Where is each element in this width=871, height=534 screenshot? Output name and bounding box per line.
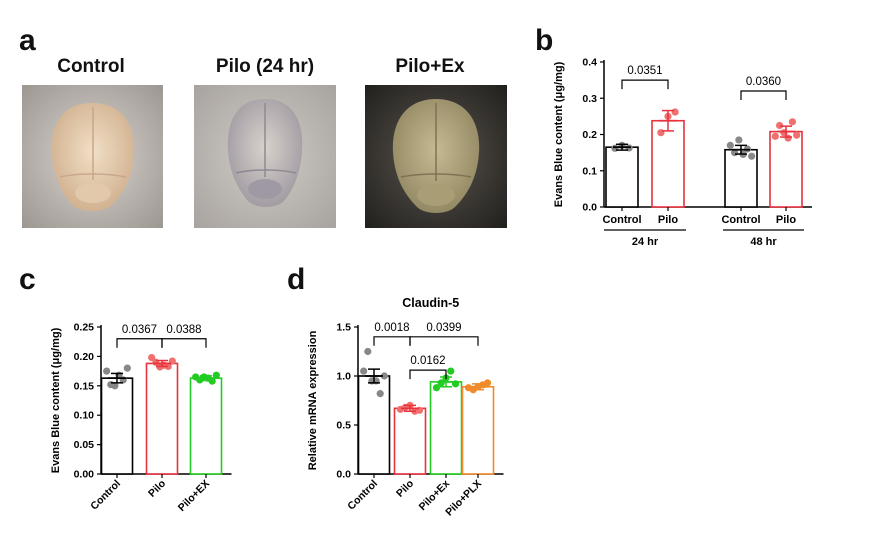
data-point: [148, 353, 156, 362]
y-tick-label: 1.5: [336, 322, 351, 334]
group-label: 48 hr: [750, 236, 777, 248]
y-axis-label: Relative mRNA expression: [307, 330, 319, 470]
chart-c: 0.00 0.05 0.10 0.15 0.20 0.25 Evans Blue conte…: [50, 322, 232, 514]
photo-title-pilo-ex: Pilo+Ex: [395, 56, 465, 77]
significance-bracket: [409, 336, 479, 346]
data-point: [432, 384, 441, 392]
data-point: [123, 364, 131, 372]
bar: [605, 146, 639, 208]
x-tick-label: Control: [602, 214, 641, 226]
bar: [461, 385, 495, 475]
brain-photo-pilo-ex: [365, 85, 507, 228]
y-tick-label: 0.10: [74, 410, 95, 422]
p-value-label: 0.0360: [746, 76, 781, 88]
photo-title-control: Control: [57, 56, 125, 77]
y-tick-label: 0.3: [582, 93, 597, 105]
x-tick-label: Pilo: [146, 478, 168, 500]
x-tick-label: Pilo: [394, 478, 416, 500]
data-point: [103, 367, 111, 375]
data-point: [735, 136, 743, 144]
y-tick-label: 0.20: [74, 351, 95, 363]
panel-label-c: c: [19, 263, 36, 296]
x-tick-label: Pilo+EX: [176, 478, 212, 514]
data-point: [364, 347, 372, 356]
data-point: [726, 141, 734, 149]
y-tick-label: 0.5: [336, 420, 351, 432]
y-axis-label: Evans Blue content (μg/mg): [50, 327, 62, 473]
data-point: [447, 367, 455, 375]
data-point: [111, 382, 119, 390]
y-tick-label: 0.05: [74, 439, 95, 451]
y-tick-label: 0.0: [336, 469, 351, 481]
x-tick-label: Pilo: [776, 214, 796, 226]
y-tick-label: 0.00: [74, 469, 95, 481]
significance-bracket: [161, 338, 207, 348]
x-tick-label: Pilo: [658, 214, 678, 226]
bar: [429, 381, 463, 475]
bar: [651, 119, 685, 208]
data-point: [483, 379, 492, 387]
y-tick-label: 0.15: [74, 380, 95, 392]
significance-bracket: [373, 336, 411, 346]
data-point: [793, 131, 801, 139]
y-tick-label: 0.4: [582, 57, 597, 69]
significance-bracket: [116, 338, 163, 348]
chart-b: 0.0 0.1 0.2 0.3 0.4 Evans Blue content (μg/mg…: [553, 57, 812, 248]
y-tick-label: 0.2: [582, 129, 597, 141]
data-point: [208, 377, 216, 385]
data-point: [776, 121, 784, 130]
panel-label-b: b: [535, 24, 554, 57]
data-point: [788, 118, 797, 126]
y-tick-label: 1.0: [336, 371, 351, 383]
p-value-label: 0.0399: [426, 322, 461, 334]
data-point: [771, 132, 779, 140]
p-value-label: 0.0351: [627, 65, 662, 77]
p-value-label: 0.0162: [410, 355, 445, 367]
p-value-label: 0.0018: [374, 322, 409, 334]
p-value-label: 0.0388: [166, 324, 201, 336]
significance-bracket: [409, 369, 447, 380]
bar: [357, 375, 391, 475]
data-point: [671, 108, 679, 116]
bar: [189, 377, 223, 475]
x-tick-label: Control: [345, 478, 380, 513]
p-value-label: 0.0367: [122, 324, 157, 336]
brain-photo-control: [22, 85, 163, 228]
bar: [393, 407, 427, 475]
significance-bracket: [621, 79, 669, 90]
y-tick-label: 0.25: [74, 322, 95, 334]
chart-d: 0.0 0.5 1.0 1.5 Relative mRNA expression Clau…: [307, 296, 504, 519]
y-tick-label: 0.0: [582, 202, 597, 214]
data-point: [380, 372, 388, 380]
x-tick-label: Control: [88, 478, 123, 513]
y-tick-label: 0.1: [582, 165, 597, 177]
y-axis-label: Evans Blue content (μg/mg): [553, 61, 565, 207]
data-point: [360, 367, 368, 375]
bar: [769, 130, 803, 208]
photo-title-pilo: Pilo (24 hr): [215, 56, 315, 77]
data-point: [376, 390, 384, 398]
panel-label-d: d: [287, 263, 306, 296]
significance-bracket: [740, 90, 787, 100]
x-tick-label: Control: [721, 214, 760, 226]
brain-photo-pilo: [194, 85, 336, 228]
panel-label-a: a: [19, 24, 36, 57]
bar: [145, 362, 179, 475]
bar: [100, 377, 134, 475]
data-point: [164, 362, 172, 370]
data-point: [212, 371, 220, 379]
data-point: [748, 152, 756, 160]
group-label: 24 hr: [632, 236, 659, 248]
chart-title: Claudin-5: [402, 296, 459, 310]
